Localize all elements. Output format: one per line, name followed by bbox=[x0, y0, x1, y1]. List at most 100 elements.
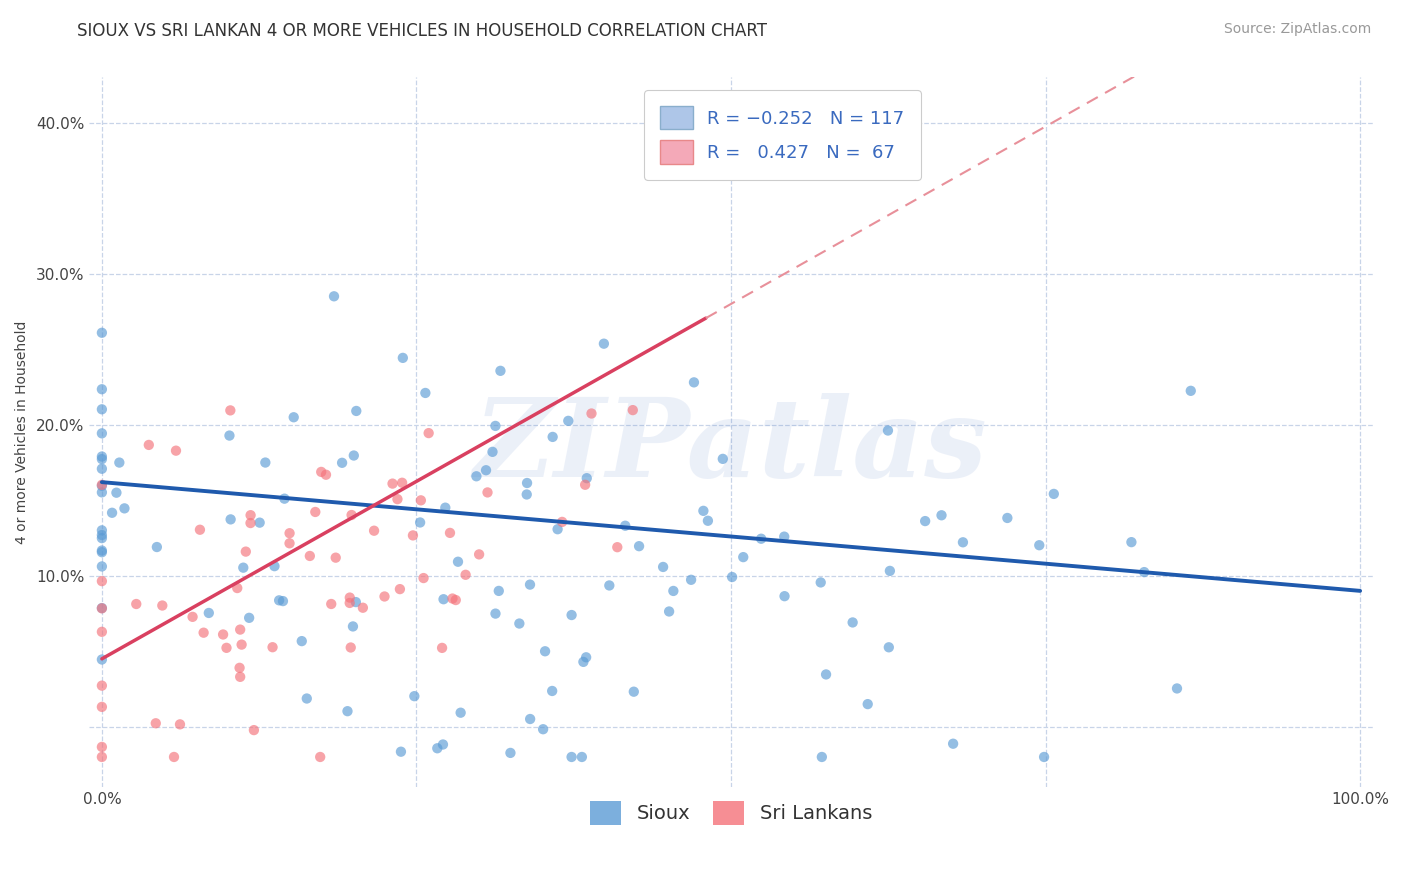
Point bbox=[90, 426, 112, 441]
Point bbox=[692, 504, 714, 518]
Point bbox=[541, 430, 564, 444]
Point bbox=[215, 640, 238, 655]
Point bbox=[1166, 681, 1188, 696]
Point bbox=[391, 475, 413, 490]
Point bbox=[468, 548, 491, 562]
Point bbox=[145, 716, 167, 731]
Point bbox=[90, 382, 112, 396]
Point bbox=[430, 640, 453, 655]
Point bbox=[450, 706, 472, 720]
Point bbox=[212, 627, 235, 641]
Point bbox=[146, 540, 169, 554]
Point bbox=[489, 364, 512, 378]
Point bbox=[323, 289, 346, 303]
Point bbox=[444, 593, 467, 607]
Point bbox=[879, 564, 901, 578]
Point bbox=[304, 505, 326, 519]
Point bbox=[749, 532, 772, 546]
Point bbox=[330, 456, 353, 470]
Point bbox=[90, 679, 112, 693]
Point bbox=[193, 625, 215, 640]
Point bbox=[309, 750, 332, 764]
Point bbox=[198, 606, 221, 620]
Point bbox=[219, 403, 242, 417]
Point bbox=[1180, 384, 1202, 398]
Point bbox=[721, 570, 744, 584]
Point bbox=[815, 667, 838, 681]
Point bbox=[90, 479, 112, 493]
Point bbox=[402, 528, 425, 542]
Point bbox=[181, 610, 204, 624]
Point bbox=[90, 545, 112, 559]
Point bbox=[683, 376, 706, 390]
Point bbox=[344, 404, 367, 418]
Point bbox=[711, 451, 734, 466]
Point bbox=[229, 670, 252, 684]
Point bbox=[339, 596, 361, 610]
Point bbox=[652, 560, 675, 574]
Point bbox=[343, 449, 366, 463]
Point bbox=[249, 516, 271, 530]
Legend: Sioux, Sri Lankans: Sioux, Sri Lankans bbox=[579, 791, 882, 834]
Point bbox=[551, 515, 574, 529]
Point bbox=[138, 438, 160, 452]
Point bbox=[606, 540, 628, 554]
Text: ZIPatlas: ZIPatlas bbox=[474, 392, 988, 500]
Point bbox=[942, 737, 965, 751]
Point bbox=[598, 578, 620, 592]
Point bbox=[90, 652, 112, 666]
Point bbox=[321, 597, 343, 611]
Point bbox=[339, 591, 361, 605]
Point bbox=[90, 601, 112, 615]
Point bbox=[441, 591, 464, 606]
Point bbox=[373, 590, 395, 604]
Point bbox=[409, 516, 432, 530]
Point bbox=[454, 567, 477, 582]
Point bbox=[363, 524, 385, 538]
Point bbox=[481, 445, 503, 459]
Point bbox=[90, 524, 112, 538]
Point bbox=[269, 593, 291, 607]
Point bbox=[90, 478, 112, 492]
Point bbox=[432, 738, 454, 752]
Point bbox=[1033, 750, 1056, 764]
Point bbox=[229, 623, 252, 637]
Point bbox=[439, 525, 461, 540]
Point bbox=[628, 539, 651, 553]
Point bbox=[409, 493, 432, 508]
Point bbox=[658, 605, 681, 619]
Point bbox=[557, 414, 579, 428]
Point bbox=[325, 550, 347, 565]
Point bbox=[389, 745, 412, 759]
Point bbox=[404, 689, 426, 703]
Point bbox=[561, 750, 583, 764]
Point bbox=[877, 640, 900, 655]
Point bbox=[412, 571, 434, 585]
Point bbox=[291, 634, 314, 648]
Point bbox=[841, 615, 863, 630]
Point bbox=[931, 508, 953, 523]
Point bbox=[621, 403, 644, 417]
Point bbox=[90, 739, 112, 754]
Point bbox=[810, 575, 832, 590]
Point bbox=[418, 426, 440, 441]
Point bbox=[169, 717, 191, 731]
Point bbox=[447, 555, 470, 569]
Point bbox=[1043, 487, 1066, 501]
Point bbox=[484, 607, 506, 621]
Point bbox=[877, 424, 900, 438]
Point bbox=[90, 452, 112, 467]
Point bbox=[90, 402, 112, 417]
Point bbox=[263, 559, 285, 574]
Point bbox=[773, 589, 796, 603]
Point bbox=[914, 514, 936, 528]
Point bbox=[298, 549, 321, 563]
Point bbox=[218, 428, 240, 442]
Point bbox=[575, 471, 598, 485]
Point bbox=[90, 450, 112, 464]
Point bbox=[952, 535, 974, 549]
Point bbox=[508, 616, 530, 631]
Point bbox=[336, 704, 359, 718]
Point bbox=[150, 599, 173, 613]
Point bbox=[516, 475, 538, 490]
